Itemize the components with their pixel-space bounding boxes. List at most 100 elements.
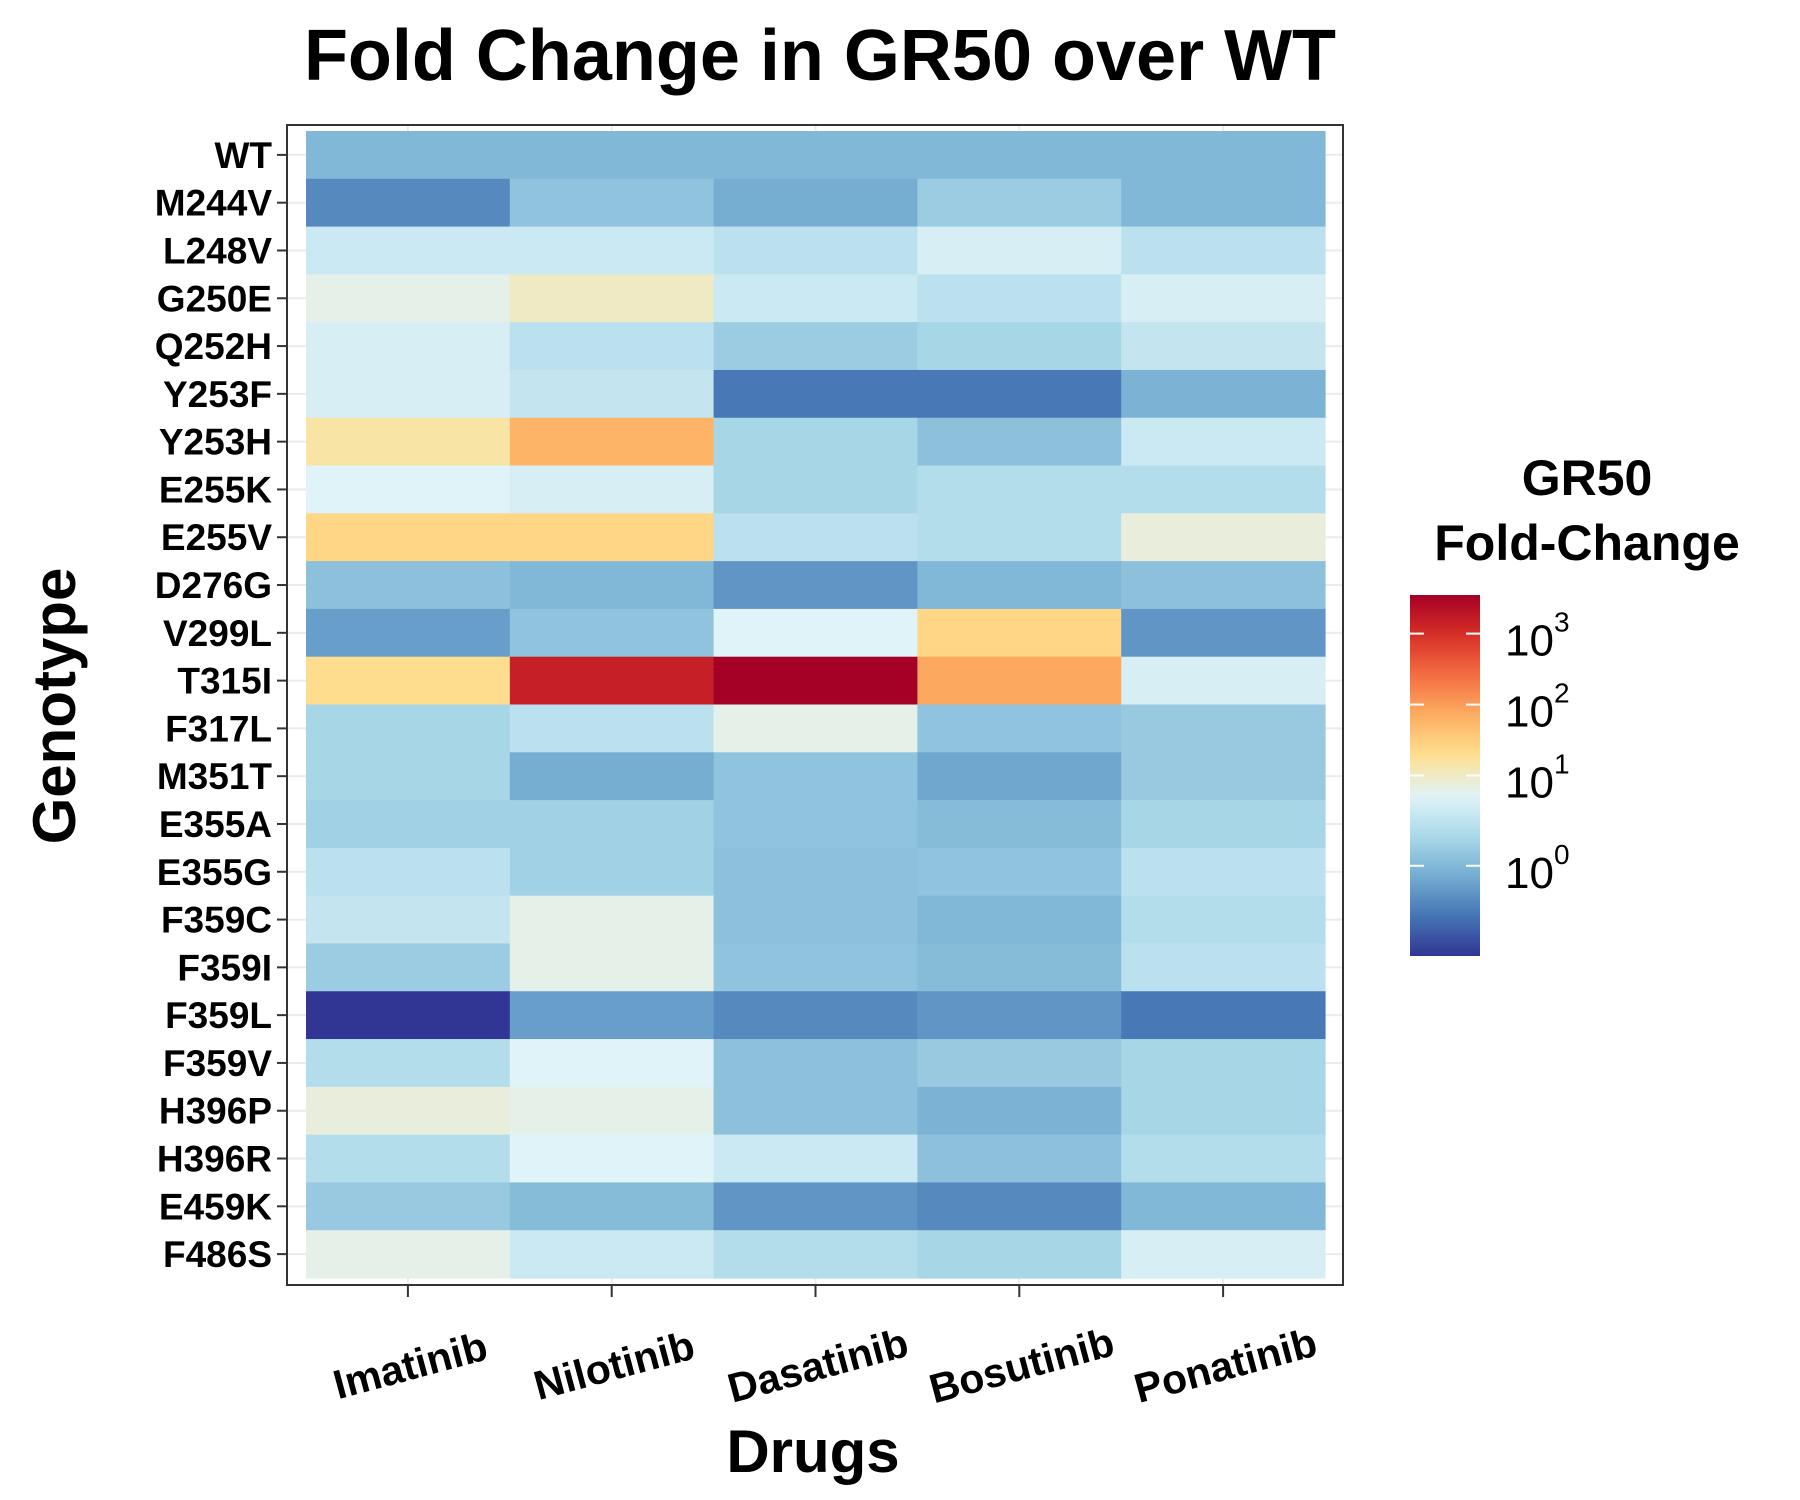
- y-tick-label: G250E: [157, 278, 272, 319]
- x-tick-label-group: Ponatinib: [1129, 1319, 1321, 1412]
- chart-title: Fold Change in GR50 over WT: [304, 16, 1336, 96]
- y-tick-label: WT: [214, 135, 272, 176]
- legend-tick-label: 101: [1505, 749, 1570, 808]
- heatmap-cell-e355g-ponatinib: [1121, 847, 1326, 897]
- y-tick-label: Y253H: [159, 422, 272, 463]
- heatmap-cell-g250e-ponatinib: [1121, 274, 1326, 323]
- heatmap-cell-e255k-imatinib: [306, 465, 511, 514]
- y-tick-label: T315I: [177, 661, 272, 702]
- heatmap-cell-v299l-ponatinib: [1121, 608, 1326, 658]
- heatmap-cell-h396r-nilotinib: [509, 1134, 715, 1184]
- heatmap-cell-wt-nilotinib: [509, 131, 715, 180]
- heatmap-cell-g250e-imatinib: [306, 274, 511, 323]
- heatmap-cell-y253f-imatinib: [306, 369, 511, 419]
- heatmap-cell-h396r-imatinib: [306, 1134, 511, 1184]
- heatmap-cell-d276g-dasatinib: [713, 561, 918, 610]
- heatmap-cell-v299l-dasatinib: [713, 608, 918, 658]
- heatmap-cell-e459k-bosutinib: [917, 1182, 1122, 1231]
- y-tick-label: H396R: [157, 1139, 272, 1180]
- heatmap-cell-q252h-ponatinib: [1121, 322, 1326, 371]
- legend: GR50 Fold-Change 103 102 101 100: [1410, 450, 1740, 956]
- heatmap-cell-f317l-dasatinib: [713, 704, 918, 753]
- heatmap-cell-h396r-dasatinib: [713, 1134, 918, 1184]
- heatmap-cell-l248v-imatinib: [306, 226, 511, 275]
- legend-title-line: GR50: [1522, 450, 1653, 506]
- heatmap-cell-y253f-ponatinib: [1121, 369, 1326, 419]
- heatmap-cell-m351t-ponatinib: [1121, 752, 1326, 801]
- heatmap-cell-d276g-nilotinib: [509, 561, 715, 610]
- y-tick-label: E355G: [157, 852, 272, 893]
- heatmap-cell-f359l-nilotinib: [509, 991, 715, 1040]
- y-axis: WT M244V L248V G250E Q252H Y253F Y253H E255K E25…: [155, 135, 287, 1275]
- y-tick-label: Q252H: [155, 326, 272, 367]
- heatmap-cell-f486s-nilotinib: [509, 1230, 715, 1279]
- heatmap-cell-v299l-nilotinib: [509, 608, 715, 658]
- y-tick-label: F359L: [165, 995, 272, 1036]
- heatmap-cell-e255v-nilotinib: [509, 513, 715, 562]
- legend-tick-label: 103: [1505, 607, 1570, 666]
- heatmap-cell-h396p-imatinib: [306, 1086, 511, 1136]
- heatmap-cell-f317l-nilotinib: [509, 704, 715, 753]
- heatmap-cell-e459k-imatinib: [306, 1182, 511, 1231]
- heatmap-cell-f486s-ponatinib: [1121, 1230, 1326, 1279]
- heatmap-cell-f359c-ponatinib: [1121, 895, 1326, 945]
- heatmap-cell-f317l-imatinib: [306, 704, 511, 753]
- heatmap-cell-f359c-imatinib: [306, 895, 511, 945]
- heatmap-cell-f359l-imatinib: [306, 991, 511, 1040]
- x-tick-label-group: Bosutinib: [924, 1319, 1118, 1412]
- heatmap-cell-f359i-bosutinib: [917, 943, 1122, 992]
- x-tick-label-group: Dasatinib: [723, 1319, 913, 1411]
- heatmap-cell-g250e-bosutinib: [917, 274, 1122, 323]
- y-tick-label: E355A: [159, 804, 272, 845]
- heatmap-cell-e255v-dasatinib: [713, 513, 918, 562]
- heatmap-cell-m244v-dasatinib: [713, 178, 918, 228]
- heatmap-cell-f359l-bosutinib: [917, 991, 1122, 1040]
- heatmap-cell-t315i-bosutinib: [917, 656, 1122, 706]
- y-tick-label: V299L: [163, 613, 272, 654]
- heatmap-cell-e355a-ponatinib: [1121, 800, 1326, 849]
- heatmap-cell-g250e-nilotinib: [509, 274, 715, 323]
- heatmap-cell-h396p-dasatinib: [713, 1086, 918, 1136]
- heatmap-cell-e255k-dasatinib: [713, 465, 918, 514]
- heatmap-cell-l248v-nilotinib: [509, 226, 715, 275]
- heatmap-cell-y253f-bosutinib: [917, 369, 1122, 419]
- heatmap-cell-h396r-ponatinib: [1121, 1134, 1326, 1184]
- y-tick-label: M244V: [155, 183, 273, 224]
- legend-tick-label: 102: [1505, 678, 1570, 737]
- heatmap-cell-e255k-bosutinib: [917, 465, 1122, 514]
- heatmap-cell-f317l-ponatinib: [1121, 704, 1326, 753]
- heatmap-cell-m351t-bosutinib: [917, 752, 1122, 801]
- y-tick-label: Y253F: [163, 374, 272, 415]
- heatmap-cell-f359c-nilotinib: [509, 895, 715, 945]
- y-tick-label: M351T: [157, 756, 273, 797]
- heatmap-cell-f359v-ponatinib: [1121, 1039, 1326, 1088]
- heatmap-cell-q252h-dasatinib: [713, 322, 918, 371]
- heatmap-cell-v299l-imatinib: [306, 608, 511, 658]
- heatmap-cells: [306, 131, 1326, 1279]
- heatmap-cell-e255v-ponatinib: [1121, 513, 1326, 562]
- heatmap-cell-m351t-nilotinib: [509, 752, 715, 801]
- heatmap-cell-e355a-bosutinib: [917, 800, 1122, 849]
- heatmap-cell-f486s-bosutinib: [917, 1230, 1122, 1279]
- heatmap-cell-e255k-nilotinib: [509, 465, 715, 514]
- heatmap-cell-g250e-dasatinib: [713, 274, 918, 323]
- heatmap-cell-d276g-imatinib: [306, 561, 511, 610]
- x-axis: Imatinib Nilotinib Dasatinib Bosutinib Ponat…: [328, 1285, 1322, 1412]
- heatmap-cell-m351t-imatinib: [306, 752, 511, 801]
- heatmap-cell-f359i-dasatinib: [713, 943, 918, 992]
- heatmap-cell-e459k-ponatinib: [1121, 1182, 1326, 1231]
- heatmap-cell-e355g-bosutinib: [917, 847, 1122, 897]
- heatmap-cell-f359v-dasatinib: [713, 1039, 918, 1088]
- heatmap-cell-t315i-dasatinib: [713, 656, 918, 706]
- x-tick-label: Imatinib: [328, 1323, 492, 1408]
- heatmap-cell-f359v-imatinib: [306, 1039, 511, 1088]
- x-tick-label: Bosutinib: [924, 1319, 1118, 1412]
- heatmap-cell-l248v-bosutinib: [917, 226, 1122, 275]
- heatmap-cell-q252h-bosutinib: [917, 322, 1122, 371]
- y-tick-label: F486S: [163, 1234, 272, 1275]
- heatmap-cell-t315i-nilotinib: [509, 656, 715, 706]
- x-tick-label: Dasatinib: [723, 1319, 913, 1411]
- heatmap-cell-h396p-nilotinib: [509, 1086, 715, 1136]
- heatmap-cell-t315i-ponatinib: [1121, 656, 1326, 706]
